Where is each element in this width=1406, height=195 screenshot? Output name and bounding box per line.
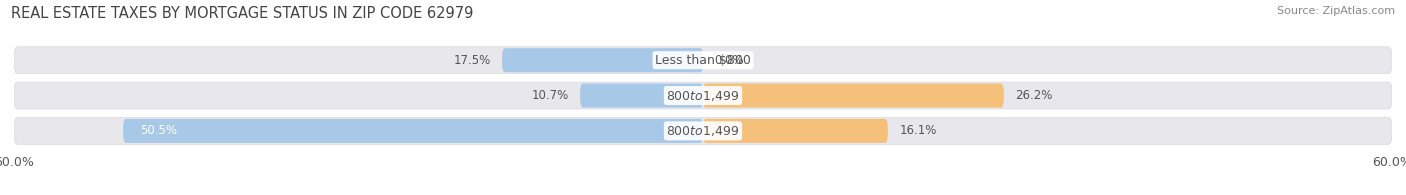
FancyBboxPatch shape (703, 119, 887, 143)
Legend: Without Mortgage, With Mortgage: Without Mortgage, With Mortgage (572, 193, 834, 195)
Text: 50.5%: 50.5% (141, 124, 177, 137)
Text: 0.0%: 0.0% (714, 54, 744, 67)
Text: 17.5%: 17.5% (453, 54, 491, 67)
FancyBboxPatch shape (14, 117, 1392, 144)
Text: $800 to $1,499: $800 to $1,499 (666, 124, 740, 138)
FancyBboxPatch shape (14, 82, 1392, 109)
Text: $800 to $1,499: $800 to $1,499 (666, 89, 740, 103)
Text: REAL ESTATE TAXES BY MORTGAGE STATUS IN ZIP CODE 62979: REAL ESTATE TAXES BY MORTGAGE STATUS IN … (11, 6, 474, 21)
Text: 10.7%: 10.7% (531, 89, 568, 102)
Text: Less than $800: Less than $800 (655, 54, 751, 67)
FancyBboxPatch shape (703, 83, 1004, 108)
FancyBboxPatch shape (581, 83, 703, 108)
Text: Source: ZipAtlas.com: Source: ZipAtlas.com (1277, 6, 1395, 16)
Text: 16.1%: 16.1% (900, 124, 936, 137)
FancyBboxPatch shape (14, 47, 1392, 74)
FancyBboxPatch shape (124, 119, 703, 143)
FancyBboxPatch shape (502, 48, 703, 72)
Text: 26.2%: 26.2% (1015, 89, 1053, 102)
